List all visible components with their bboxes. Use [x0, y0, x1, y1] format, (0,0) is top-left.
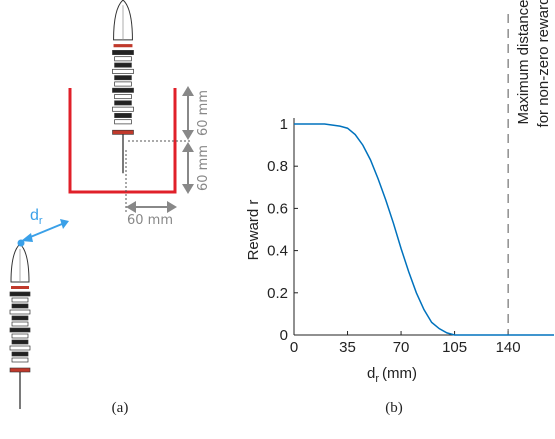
robot-segment — [11, 297, 29, 303]
symbol: d — [30, 207, 39, 224]
arrow-head — [60, 219, 69, 229]
robot-segment — [114, 81, 132, 87]
robot-segment — [114, 119, 132, 125]
x-tick-label: 70 — [393, 339, 410, 356]
dimensions — [126, 86, 194, 213]
robot-segment — [11, 315, 29, 321]
subscript: r — [39, 215, 43, 227]
container — [68, 88, 177, 194]
robot-segment — [11, 351, 29, 357]
robot-segment — [112, 50, 134, 55]
y-tick-label: 0.8 — [267, 158, 288, 175]
caption: (a) — [112, 400, 129, 416]
robot-segment — [9, 291, 31, 297]
x-tick-label: 0 — [290, 339, 298, 356]
caption: (b) — [385, 400, 403, 416]
distance-label: dr — [30, 207, 43, 227]
robot-segment — [11, 339, 29, 345]
robot-segment — [11, 357, 29, 363]
robot-segment — [9, 309, 31, 315]
robot-segment — [112, 68, 134, 74]
robot-segment — [114, 100, 132, 106]
unit: (mm) — [382, 365, 417, 382]
symbol: d — [367, 365, 375, 382]
robot-segment — [11, 303, 29, 309]
robot-segment — [9, 345, 31, 351]
annotation: for non-zero reward — [535, 0, 552, 127]
robot-ring — [112, 129, 134, 135]
robot-segment — [11, 321, 29, 327]
robot-segment — [112, 106, 134, 112]
x-tick-label: 140 — [496, 339, 521, 356]
y-tick-label: 1 — [280, 116, 288, 133]
dimension-label: 60 mm — [127, 213, 173, 228]
dimension-label: 60 mm — [196, 145, 211, 191]
robot-segment — [112, 87, 134, 93]
robot-segment — [9, 327, 31, 333]
y-tick-label: 0.4 — [267, 243, 288, 260]
diagram — [9, 0, 134, 409]
robot-segment — [11, 333, 29, 339]
y-tick-label: 0.6 — [267, 200, 288, 217]
dimension-label: 60 mm — [196, 90, 211, 136]
robot-segment — [114, 62, 132, 68]
robot-ring — [9, 367, 31, 373]
arrow-head — [21, 233, 33, 242]
y-axis-label: Reward r — [245, 200, 262, 261]
robot-ring — [11, 286, 29, 289]
robot-ring — [113, 44, 133, 48]
distance-arrow — [27, 223, 63, 239]
x-axis-label: dr (mm) — [367, 365, 417, 385]
reward-curve — [294, 123, 554, 336]
robot-segment — [114, 56, 132, 62]
x-tick-label: 105 — [442, 339, 467, 356]
robot-segment — [114, 113, 132, 118]
robot-segment — [114, 94, 132, 100]
x-tick-label: 35 — [339, 339, 356, 356]
tip-point — [17, 239, 25, 247]
robot-segment — [114, 75, 132, 81]
annotation: Maximum distance — [515, 0, 532, 125]
chart: 0 0.2 0.4 0.6 0.8 1 0 35 70 105 140 Maximum distanc… — [267, 0, 554, 356]
subscript: r — [375, 373, 379, 385]
y-tick-label: 0 — [280, 327, 288, 344]
y-tick-label: 0.2 — [267, 285, 288, 302]
